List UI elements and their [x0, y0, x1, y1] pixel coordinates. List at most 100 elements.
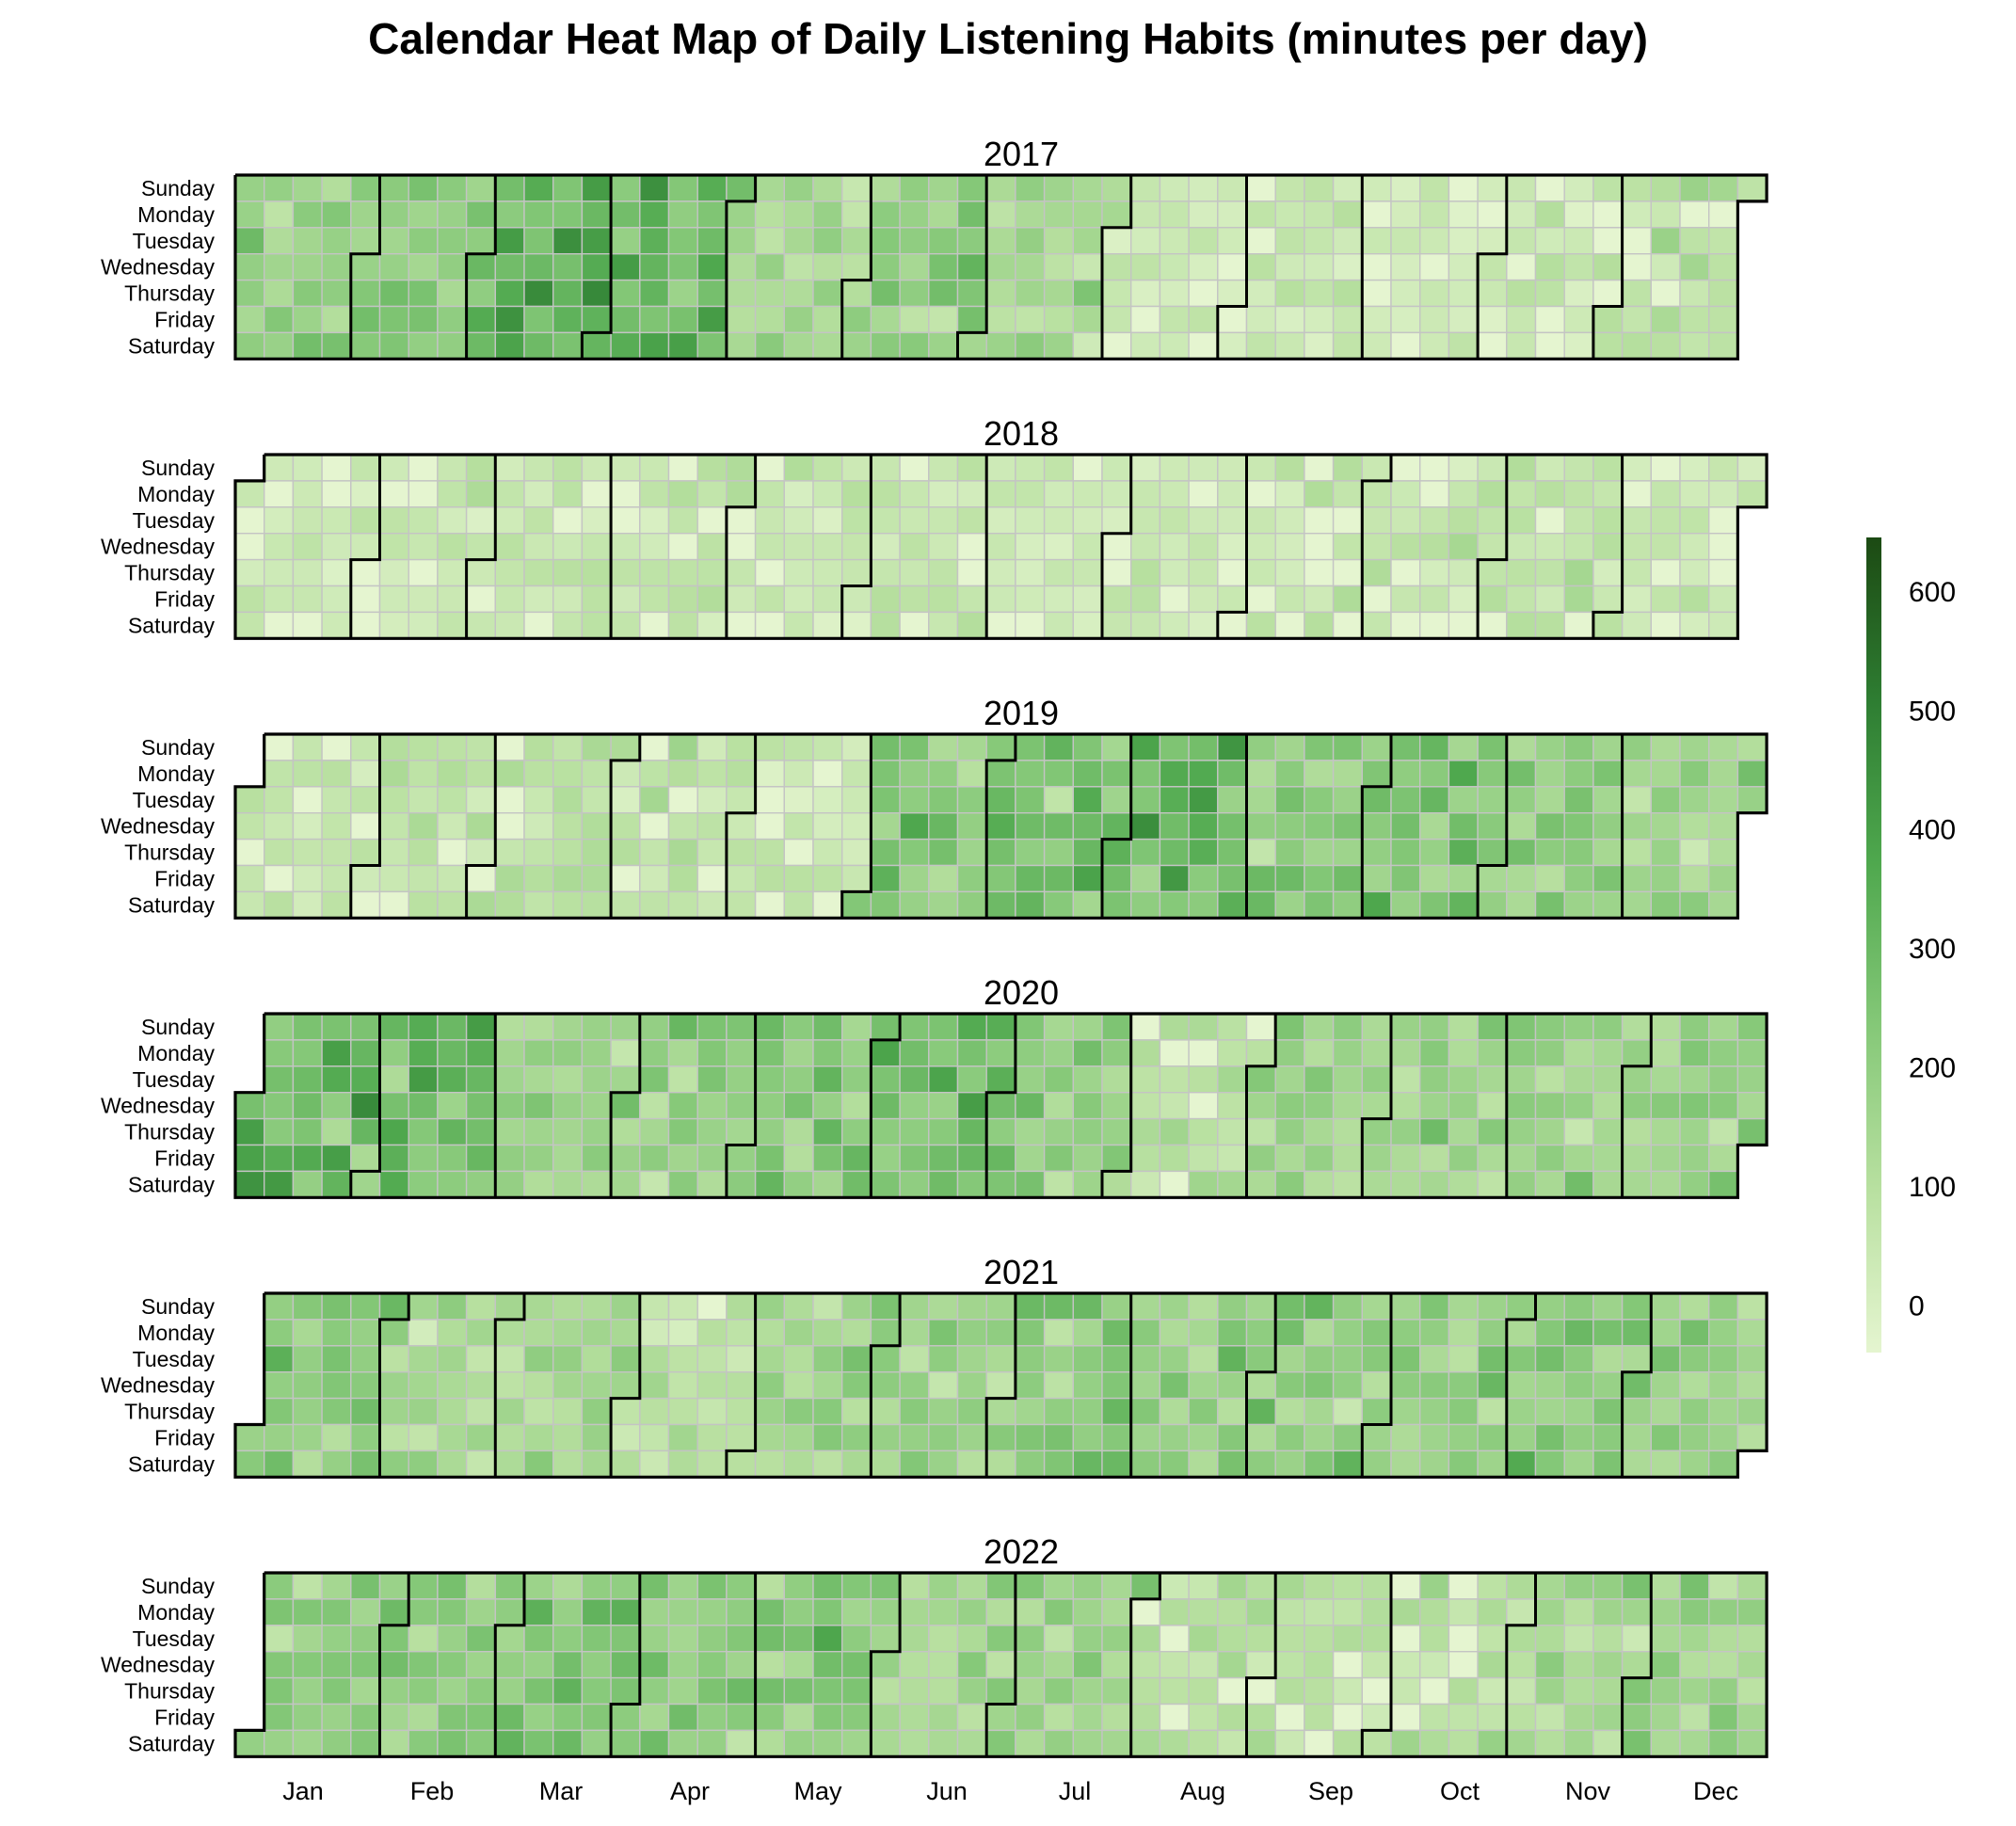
day-cell — [610, 1370, 641, 1400]
day-cell — [1679, 1345, 1710, 1373]
day-cell — [1563, 1091, 1594, 1120]
day-cell — [1274, 1117, 1305, 1146]
day-cell — [1650, 1450, 1681, 1479]
day-cell — [437, 305, 468, 334]
day-cell — [1563, 305, 1594, 334]
day-cell — [378, 1423, 409, 1452]
day-cell — [1188, 864, 1219, 893]
day-cell — [1015, 200, 1046, 229]
day-cell — [1188, 812, 1219, 841]
year-outline — [233, 173, 1768, 360]
day-cell — [523, 533, 554, 561]
day-cell — [1477, 1397, 1508, 1426]
day-cell — [956, 1676, 987, 1706]
day-cell — [581, 1676, 612, 1706]
day-cell — [899, 174, 930, 202]
day-cell — [1563, 1598, 1594, 1626]
day-cell — [667, 1676, 698, 1706]
day-cell — [928, 331, 959, 360]
day-cell — [783, 1598, 814, 1626]
day-cell — [1390, 1065, 1421, 1094]
day-cell — [1217, 786, 1248, 814]
day-cell — [696, 1013, 728, 1041]
day-cell — [1159, 786, 1190, 814]
day-cell — [841, 1598, 872, 1626]
day-cell — [841, 1729, 872, 1758]
day-cell — [667, 890, 698, 920]
day-cell — [1129, 227, 1161, 255]
month-boundaries — [349, 1014, 1653, 1198]
day-cell — [1129, 838, 1161, 867]
day-cell — [1563, 1572, 1594, 1600]
day-cell — [1043, 1729, 1074, 1758]
day-cell — [1477, 1729, 1508, 1758]
day-cell — [292, 1598, 323, 1626]
month-label: Jan — [282, 1777, 324, 1805]
day-cell — [985, 1625, 1016, 1653]
day-cell — [1477, 1703, 1508, 1732]
day-cell — [928, 890, 959, 920]
day-cell — [1477, 585, 1508, 614]
day-cell — [928, 1572, 959, 1600]
day-cell — [754, 838, 785, 867]
day-cell — [1707, 1625, 1739, 1653]
day-cell — [292, 1117, 323, 1146]
day-cell — [321, 1292, 352, 1321]
day-cell — [1390, 812, 1421, 841]
day-cell — [639, 890, 670, 920]
day-cell — [956, 279, 987, 308]
day-cell — [985, 227, 1016, 255]
day-cell — [1390, 890, 1421, 920]
day-cell — [841, 279, 872, 308]
day-cell — [1101, 1370, 1132, 1400]
day-cell — [812, 611, 843, 640]
day-cell — [234, 864, 265, 893]
day-cell — [812, 454, 843, 482]
day-cell — [1448, 585, 1479, 614]
day-cell — [1304, 1450, 1335, 1479]
day-cell — [1506, 1676, 1537, 1706]
day-cell — [1448, 838, 1479, 867]
day-cell — [870, 1292, 901, 1321]
day-cell — [552, 733, 584, 761]
day-cell — [1043, 305, 1074, 334]
day-cell — [726, 1065, 757, 1094]
day-cell — [523, 611, 554, 640]
day-cell — [1332, 1370, 1363, 1400]
day-cell — [812, 1013, 843, 1041]
day-cell — [1304, 1650, 1335, 1679]
day-cell — [754, 174, 785, 202]
day-cell — [1448, 1039, 1479, 1067]
day-cell — [408, 480, 439, 508]
day-cell — [350, 812, 381, 841]
day-cell — [1332, 1144, 1363, 1173]
day-cell — [639, 1423, 670, 1452]
day-cell — [408, 533, 439, 561]
day-cell — [870, 611, 901, 640]
month-boundary — [349, 455, 381, 639]
weekday-label: Tuesday — [133, 1626, 216, 1651]
day-cell — [1390, 331, 1421, 360]
day-cell — [523, 1091, 554, 1120]
day-cell — [1043, 174, 1074, 202]
day-cell — [726, 558, 757, 587]
day-cell — [1188, 305, 1219, 334]
day-cell — [1129, 1450, 1161, 1479]
day-cell — [494, 1065, 525, 1094]
day-cell — [581, 890, 612, 920]
day-cell — [1592, 200, 1624, 229]
day-cell — [1707, 1292, 1739, 1321]
day-cell — [812, 331, 843, 360]
day-cell — [437, 558, 468, 587]
day-cell — [870, 1729, 901, 1758]
day-cell — [1304, 506, 1335, 535]
day-cell — [1650, 279, 1681, 308]
day-cell — [870, 786, 901, 814]
day-cell — [1448, 1676, 1479, 1706]
month-label: Dec — [1693, 1777, 1738, 1805]
day-cell — [292, 506, 323, 535]
day-cell — [1506, 558, 1537, 587]
day-cell — [899, 1013, 930, 1041]
day-cell — [264, 253, 295, 281]
day-cell — [1043, 1572, 1074, 1600]
